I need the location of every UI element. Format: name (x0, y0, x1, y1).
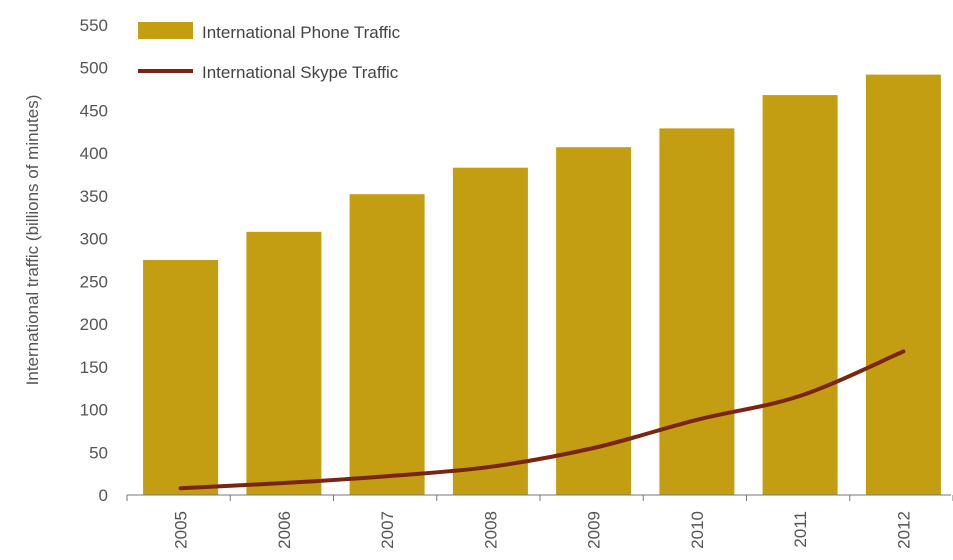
y-tick-label-150: 150 (80, 358, 108, 377)
x-tick-label-2010: 2010 (688, 511, 707, 549)
skype-point-2005 (179, 486, 183, 490)
y-tick-label-550: 550 (80, 16, 108, 35)
y-tick-label-250: 250 (80, 272, 108, 291)
y-tick-label-100: 100 (80, 401, 108, 420)
skype-point-2010 (695, 418, 699, 422)
skype-point-2007 (385, 474, 389, 478)
x-tick-label-2008: 2008 (481, 511, 500, 549)
bar-2010 (659, 128, 735, 495)
bar-2012 (865, 74, 941, 495)
y-tick-label-0: 0 (99, 486, 108, 505)
bar-2009 (556, 147, 632, 495)
x-tick-label-2012: 2012 (894, 511, 913, 549)
skype-traffic-line (178, 349, 906, 491)
legend-label-skype: International Skype Traffic (202, 63, 399, 82)
legend: International Phone Traffic Internationa… (138, 22, 401, 82)
y-tick-label-200: 200 (80, 315, 108, 334)
x-axis (126, 494, 953, 501)
x-tick-label-2007: 2007 (378, 511, 397, 549)
skype-point-2006 (282, 481, 286, 485)
y-axis-ticks: 0 50 100 150 200 250 300 350 400 450 500 550 (80, 16, 108, 505)
y-tick-label-350: 350 (80, 187, 108, 206)
bar-2007 (349, 194, 425, 495)
bar-2005 (143, 260, 219, 495)
x-tick-label-2006: 2006 (275, 511, 294, 549)
y-tick-label-400: 400 (80, 144, 108, 163)
skype-point-2012 (901, 349, 905, 353)
x-tick-label-2011: 2011 (791, 511, 810, 548)
skype-point-2011 (798, 394, 802, 398)
y-tick-label-500: 500 (80, 59, 108, 78)
legend-label-phone: International Phone Traffic (202, 23, 401, 42)
x-axis-ticks: 2005 2006 2007 2008 2009 2010 2011 2012 (172, 511, 914, 549)
x-tick-label-2005: 2005 (172, 511, 191, 549)
y-tick-label-50: 50 (89, 443, 108, 462)
x-tick-label-2009: 2009 (585, 511, 604, 549)
bars-layer (143, 74, 941, 496)
legend-swatch-phone (138, 22, 193, 39)
skype-line-layer (178, 349, 906, 491)
bar-2011 (762, 95, 838, 495)
y-axis-title: International traffic (billions of minut… (23, 95, 42, 386)
bar-2008 (452, 167, 528, 495)
y-tick-label-300: 300 (80, 230, 108, 249)
bar-2006 (246, 231, 322, 496)
skype-point-2008 (488, 465, 492, 469)
y-tick-label-450: 450 (80, 102, 108, 121)
skype-point-2009 (592, 446, 596, 450)
